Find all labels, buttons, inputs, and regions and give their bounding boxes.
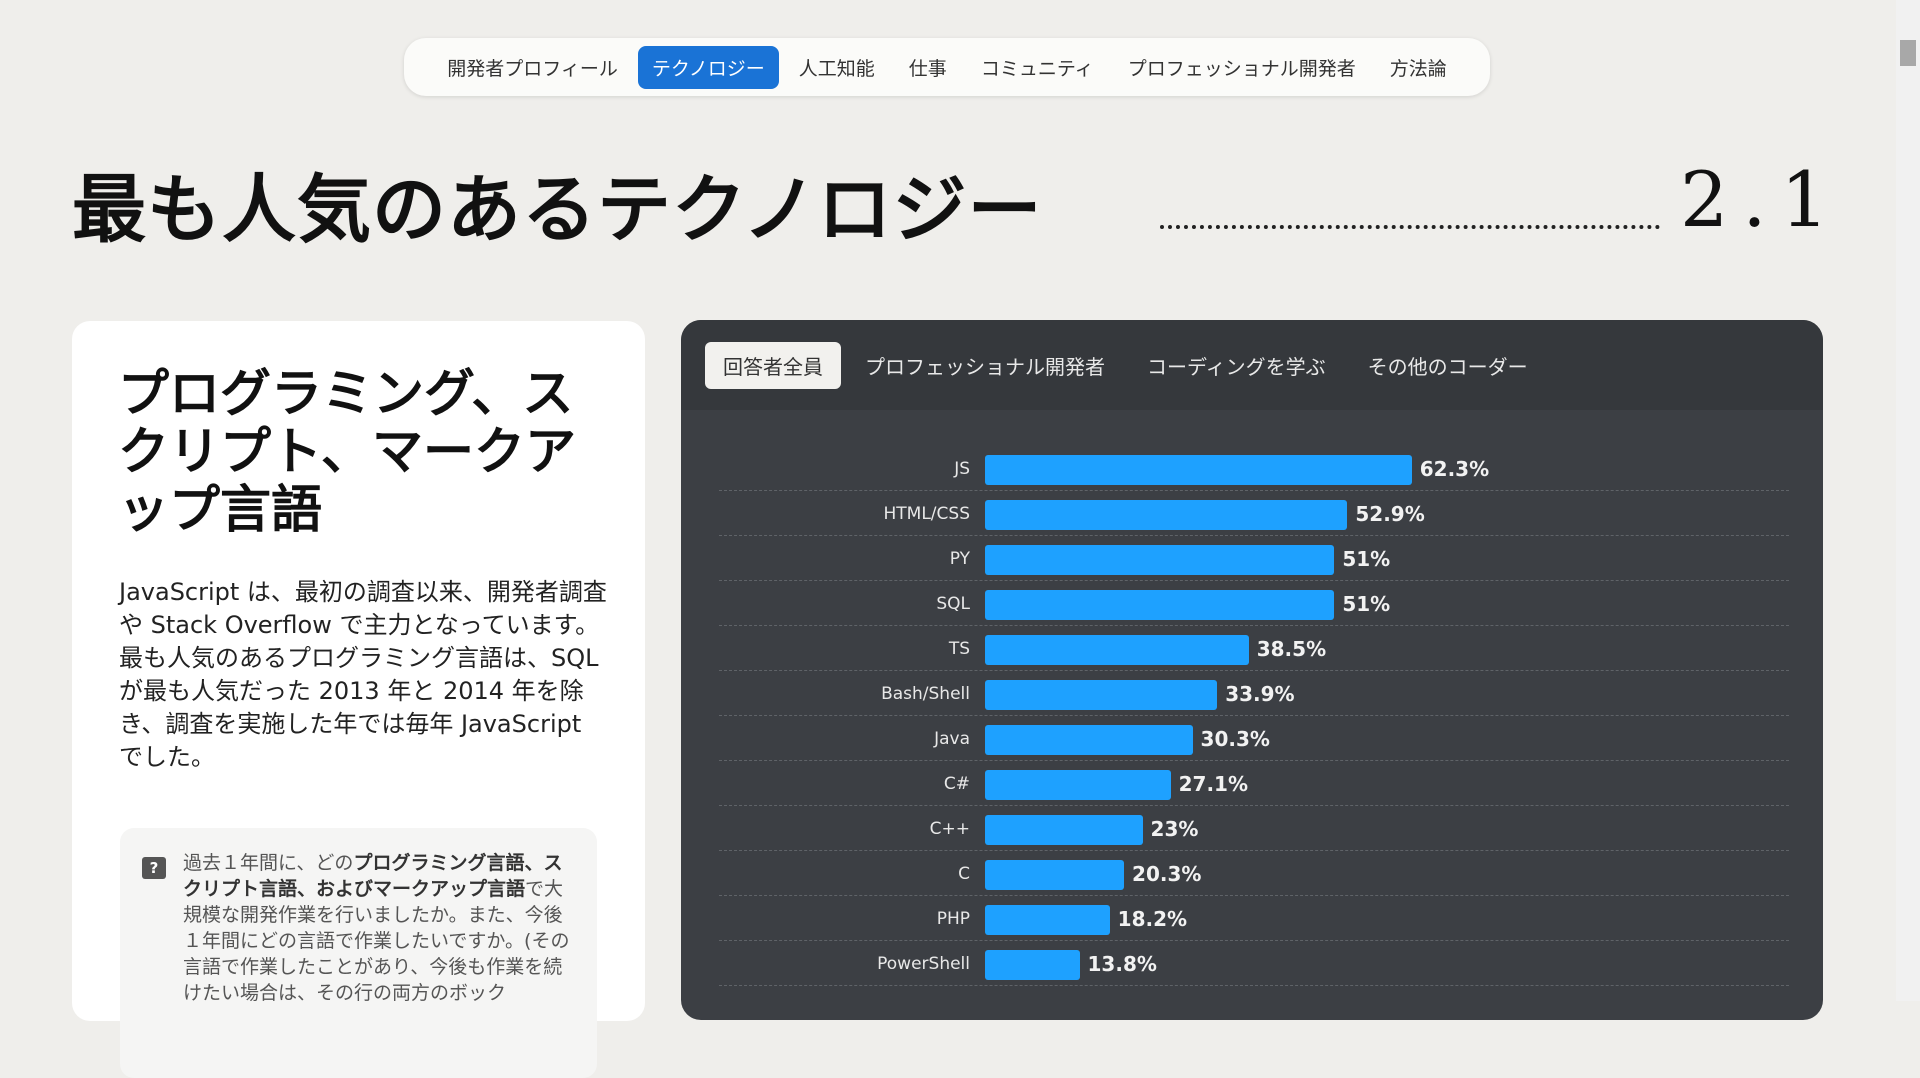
bar [985, 545, 1335, 575]
survey-question: ? 過去１年間に、どのプログラミング言語、スクリプト言語、およびマークアップ言語… [120, 828, 597, 1078]
title-leader-dots [1160, 225, 1660, 229]
bar-value: 52.9% [1355, 502, 1425, 526]
chart-row: PY 51% [719, 536, 1789, 581]
question-icon: ? [142, 857, 166, 879]
section-nav: 開発者プロフィール テクノロジー 人工知能 仕事 コミュニティ プロフェッショナル開発者 方… [404, 38, 1490, 96]
chart-panel: 回答者全員 プロフェッショナル開発者 コーディングを学ぶ その他のコーダー JS 62.… [681, 320, 1823, 1020]
bar-label: HTML/CSS [883, 504, 971, 524]
bar [985, 860, 1125, 890]
question-text-pre: 過去１年間に、どの [183, 852, 354, 874]
tab-3[interactable]: その他のコーダー [1367, 354, 1528, 379]
chart-row: PHP 18.2% [719, 896, 1789, 941]
bar [985, 590, 1335, 620]
bar-value: 51% [1342, 547, 1391, 571]
chart-row: SQL 51% [719, 581, 1789, 626]
bar [985, 635, 1249, 665]
tab-0[interactable]: 回答者全員 [705, 341, 841, 389]
bar-label: PY [949, 549, 970, 569]
bar-value: 38.5% [1256, 637, 1327, 661]
bar [985, 815, 1143, 845]
nav-item-5[interactable]: プロフェッショナル開発者 [1127, 57, 1356, 80]
nav-item-2[interactable]: 人工知能 [798, 57, 875, 80]
tab-2[interactable]: コーディングを学ぶ [1147, 354, 1326, 379]
bar-label: C# [943, 774, 970, 794]
nav-item-3[interactable]: 仕事 [908, 57, 947, 80]
page-title: 最も人気のあるテクノロジー [72, 167, 1043, 253]
bar-value: 33.9% [1225, 682, 1295, 706]
bar-value: 27.1% [1178, 772, 1249, 796]
section-number: 2.1 [1680, 155, 1843, 244]
question-text-bold: プログラミング言語、スクリプト言語、およびマークアップ言語 [183, 852, 563, 900]
bar-value: 62.3% [1419, 457, 1490, 481]
nav-item-0[interactable]: 開発者プロフィール [447, 57, 618, 80]
chart-row: C# 27.1% [719, 761, 1789, 806]
tab-1[interactable]: プロフェッショナル開発者 [865, 354, 1105, 379]
bar-label: JS [954, 459, 970, 479]
bar-value: 30.3% [1200, 727, 1270, 751]
chart-row: JS 62.3% [719, 446, 1789, 491]
scrollbar-thumb[interactable] [1900, 40, 1916, 66]
bar [985, 500, 1348, 530]
chart-row: Bash/Shell 33.9% [719, 671, 1789, 716]
chart-row: C 20.3% [719, 851, 1789, 896]
nav-item-6[interactable]: 方法論 [1389, 57, 1447, 80]
bar [985, 725, 1193, 755]
bar-value: 13.8% [1087, 952, 1157, 976]
card-heading: プログラミング、スクリプト、マークアップ言語 [118, 365, 576, 540]
bar-label: Bash/Shell [881, 684, 970, 704]
bar-value: 51% [1342, 592, 1391, 616]
bar-label: C [958, 864, 970, 884]
chart-row: C++ 23% [719, 806, 1789, 851]
chart-row: TS 38.5% [719, 626, 1789, 671]
bar-label: C++ [929, 819, 970, 839]
bar-value: 18.2% [1117, 907, 1188, 931]
nav-item-4[interactable]: コミュニティ [980, 57, 1094, 80]
card-body: JavaScript は、最初の調査以来、開発者調査や Stack Overfl… [119, 578, 607, 771]
chart-row: Java 30.3% [719, 716, 1789, 761]
chart-row: PowerShell 13.8% [719, 941, 1789, 986]
bar-value: 20.3% [1132, 862, 1202, 886]
bar [985, 680, 1218, 710]
chart-row: HTML/CSS 52.9% [719, 491, 1789, 536]
bar [985, 455, 1412, 485]
bar [985, 770, 1171, 800]
nav-item-1[interactable]: テクノロジー [637, 45, 779, 89]
bar-label: SQL [936, 594, 970, 614]
bar-label: PHP [936, 909, 970, 929]
bar [985, 950, 1080, 980]
bar-label: PowerShell [877, 954, 970, 974]
bar-label: Java [934, 729, 970, 749]
scrollbar[interactable] [1896, 0, 1920, 1001]
info-card: プログラミング、スクリプト、マークアップ言語 JavaScript は、最初の調… [72, 321, 645, 1078]
respondent-tabs: 回答者全員 プロフェッショナル開発者 コーディングを学ぶ その他のコーダー [681, 320, 1823, 410]
bar-label: TS [948, 639, 970, 659]
bar-value: 23% [1150, 817, 1199, 841]
question-text-post: で大規模な開発作業を行いましたか。また、今後１年間にどの言語で作業したいですか。… [183, 878, 570, 1004]
bar [985, 905, 1110, 935]
